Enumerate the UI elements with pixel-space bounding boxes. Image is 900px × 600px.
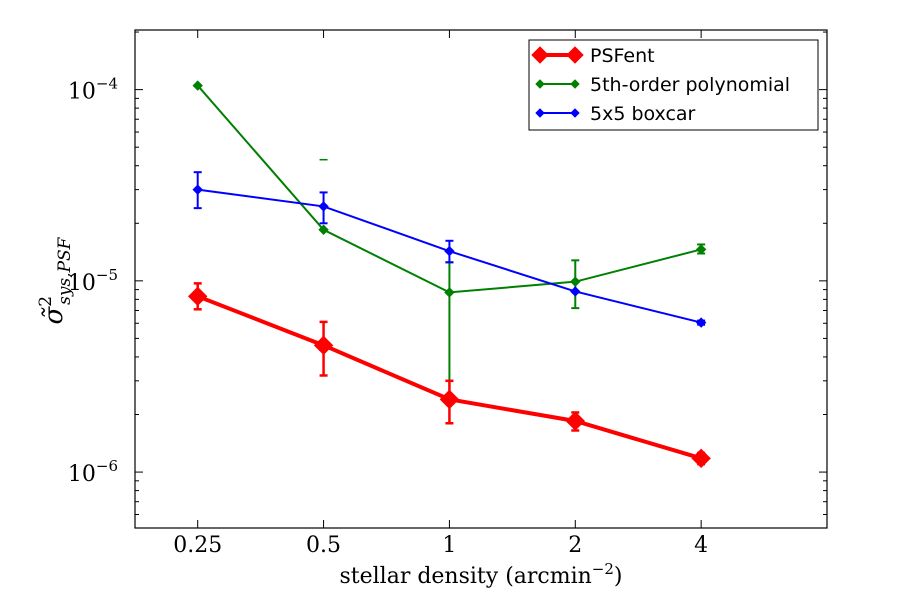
y-label-sup: 2 <box>36 296 56 307</box>
series-layer <box>187 80 711 469</box>
legend-marker <box>570 108 580 118</box>
data-point <box>570 276 581 287</box>
data-point <box>318 224 329 235</box>
data-point <box>565 411 585 431</box>
x-label-exp: −2 <box>592 560 614 578</box>
ticks-layer: 0.25 0.5 1 2 410−610−510−4 <box>68 30 827 558</box>
data-point <box>439 389 460 410</box>
data-point <box>444 287 455 298</box>
y-tick-base: 10 <box>68 80 96 105</box>
series-5th-order-polynomial <box>192 80 707 382</box>
y-tick-label: 10−5 <box>68 266 118 296</box>
legend-label: 5th-order polynomial <box>590 74 790 96</box>
data-point <box>695 317 707 328</box>
y-axis-label: σ̃2sys,PSF <box>36 236 75 324</box>
x-label-main: stellar density (arcmin <box>339 564 591 589</box>
data-point <box>313 335 334 356</box>
series-5x5-boxcar <box>192 171 707 328</box>
data-point <box>444 245 455 257</box>
error-bar <box>445 261 454 382</box>
legend-entry-5x5-boxcar: 5x5 boxcar <box>535 103 696 125</box>
y-tick-base: 10 <box>68 462 96 487</box>
plot-frame <box>134 29 828 529</box>
svg-text:σ̃2sys,PSF: σ̃2sys,PSF <box>36 236 75 324</box>
y-label-base: σ̃ <box>39 305 69 324</box>
y-tick-base: 10 <box>68 271 96 296</box>
data-point <box>187 286 208 307</box>
x-label-close: ) <box>614 564 623 589</box>
data-point <box>570 286 581 297</box>
y-tick-label: 10−4 <box>68 75 118 105</box>
legend-label: PSFent <box>590 45 655 67</box>
x-tick-label: 2 <box>568 533 582 558</box>
data-point <box>318 201 329 212</box>
x-axis-label: stellar density (arcmin−2) <box>339 560 622 589</box>
x-tick-label: 4 <box>694 533 708 558</box>
data-point <box>691 448 711 469</box>
y-label-sub: sys,PSF <box>55 236 75 305</box>
legend-entry-5th-order-polynomial: 5th-order polynomial <box>535 74 790 96</box>
legend-marker <box>566 46 584 64</box>
y-tick-exponent: −5 <box>96 266 118 284</box>
x-tick-label: 0.5 <box>306 533 341 558</box>
data-point <box>192 80 203 91</box>
y-tick-label: 10−6 <box>68 457 118 487</box>
legend-marker <box>535 79 545 89</box>
legend-label: 5x5 boxcar <box>590 103 696 125</box>
data-point <box>192 184 203 195</box>
legend-marker <box>531 46 549 64</box>
legend-entry-psfent: PSFent <box>531 45 655 67</box>
legend: PSFent 5th-order polynomial 5x5 boxcar <box>528 39 819 131</box>
x-tick-label: 0.25 <box>173 533 222 558</box>
y-tick-exponent: −4 <box>96 75 118 93</box>
y-tick-exponent: −6 <box>96 457 118 475</box>
legend-marker <box>570 79 580 89</box>
x-tick-label: 1 <box>442 533 456 558</box>
series-psfent <box>187 282 711 469</box>
data-point <box>695 244 707 255</box>
legend-marker <box>535 108 545 118</box>
